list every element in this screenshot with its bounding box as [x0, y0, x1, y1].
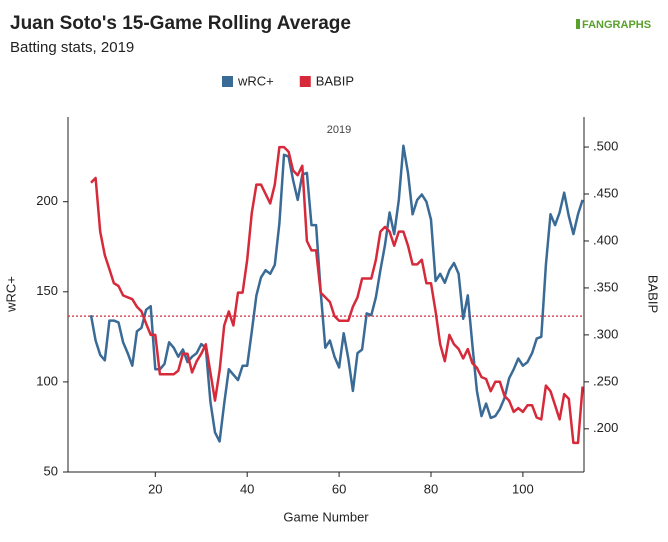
y2-tick-label: .400 [593, 232, 618, 247]
x-axis-label: Game Number [283, 509, 369, 524]
x-tick-label: 20 [148, 481, 162, 496]
y2-tick-label: .250 [593, 373, 618, 388]
y2-tick-label: .300 [593, 326, 618, 341]
logo-icon [576, 19, 580, 29]
y2-tick-label: .500 [593, 138, 618, 153]
series-line [89, 144, 584, 443]
x-tick-label: 60 [332, 481, 346, 496]
x-tick-label: 80 [424, 481, 438, 496]
chart-subtitle: Batting stats, 2019 [10, 39, 134, 56]
x-tick-label: 100 [512, 481, 534, 496]
legend-label: BABIP [316, 73, 354, 88]
x-tick-label: 40 [240, 481, 254, 496]
annotation: 2019 [327, 124, 351, 136]
chart-title: Juan Soto's 15-Game Rolling Average [10, 13, 351, 34]
legend-swatch [222, 76, 233, 87]
logo: FANGRAPHS [582, 19, 651, 31]
y-tick-label: 50 [44, 463, 58, 478]
y-tick-label: 100 [36, 373, 58, 388]
y2-axis-label: BABIP [646, 275, 661, 313]
y2-tick-label: .350 [593, 279, 618, 294]
y-axis-label: wRC+ [3, 276, 18, 313]
y2-tick-label: .200 [593, 420, 618, 435]
legend-label: wRC+ [237, 73, 274, 88]
legend-swatch [299, 76, 311, 87]
y-tick-label: 150 [36, 283, 58, 298]
series-line [90, 145, 584, 445]
y2-tick-label: .450 [593, 185, 618, 200]
y-tick-label: 200 [36, 193, 58, 208]
